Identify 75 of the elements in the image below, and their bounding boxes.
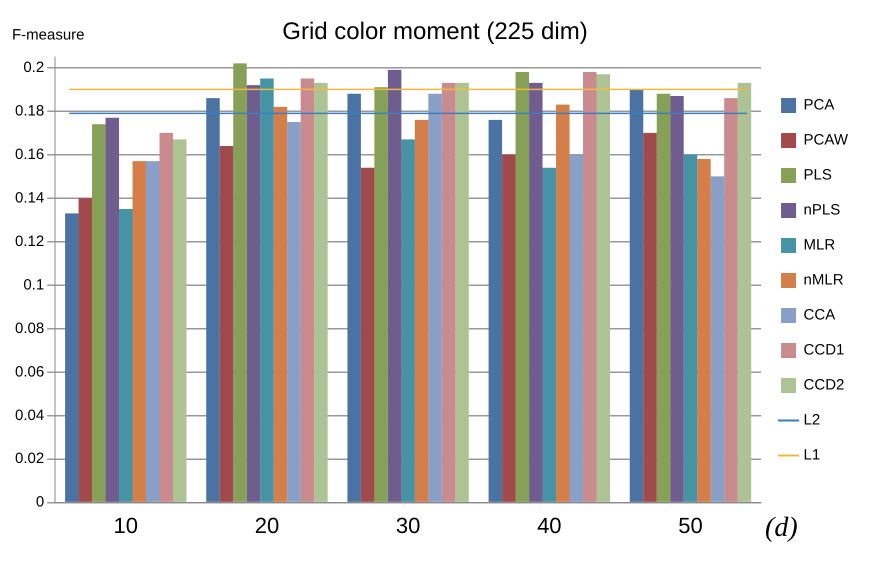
bar (274, 106, 288, 502)
bar (146, 161, 160, 502)
legend-label: nMLR (804, 272, 844, 289)
bar (556, 104, 570, 502)
y-tick-label: 0.04 (14, 406, 44, 424)
y-axis-title: F-measure (12, 26, 85, 44)
bar (300, 78, 314, 502)
bar (596, 74, 610, 502)
y-tick-label: 0.1 (23, 276, 44, 294)
bar (119, 209, 133, 502)
x-axis-title: (d) (765, 512, 798, 543)
bar (388, 70, 402, 502)
legend-label: PCA (804, 96, 834, 114)
y-tick-label: 0.06 (14, 363, 44, 380)
bar (710, 176, 724, 502)
bar (516, 72, 530, 502)
bar (106, 118, 120, 502)
bar (246, 85, 260, 502)
y-tick-label: 0.16 (14, 146, 44, 163)
bar (374, 87, 388, 502)
bar (172, 139, 186, 502)
bar (442, 82, 456, 502)
legend-label: PLS (804, 166, 832, 184)
bar (260, 78, 274, 502)
x-tick-label: 10 (114, 512, 138, 538)
bar (287, 122, 301, 502)
bar (583, 72, 597, 502)
bar (542, 168, 556, 502)
legend-label: CCD2 (804, 376, 844, 394)
bar (724, 98, 738, 502)
bar (529, 82, 543, 502)
chart-title: Grid color moment (225 dim) (282, 18, 588, 46)
y-tick-label: 0.14 (14, 189, 44, 206)
bar (65, 213, 79, 502)
bar (78, 198, 92, 502)
legend-label: L1 (804, 446, 820, 464)
bar (401, 139, 415, 502)
bar (160, 132, 173, 502)
bar (630, 89, 644, 502)
bar (92, 124, 106, 502)
bar (233, 63, 247, 502)
bar (455, 82, 469, 502)
x-tick-label: 30 (396, 512, 420, 538)
y-tick-label: 0.2 (23, 58, 44, 76)
legend-label: CCA (804, 306, 836, 324)
bar (314, 82, 328, 502)
bar (738, 82, 752, 502)
legend-label: CCD1 (804, 342, 844, 359)
bar (428, 94, 442, 502)
bar (697, 159, 711, 502)
bar (502, 154, 516, 502)
bar (684, 154, 698, 502)
bar (347, 94, 361, 502)
bar (206, 98, 220, 502)
y-tick-label: 0 (36, 494, 44, 511)
bar (488, 120, 502, 502)
bar (360, 168, 374, 502)
x-tick-label: 40 (537, 512, 562, 538)
y-tick-label: 0.18 (14, 102, 44, 120)
y-tick-label: 0.08 (14, 320, 44, 337)
legend-label: nPLS (804, 202, 840, 219)
legend-label: MLR (804, 236, 836, 254)
legend-label: PCAW (804, 132, 849, 149)
y-tick-label: 0.02 (14, 450, 44, 468)
bar (670, 96, 684, 502)
x-tick-label: 20 (254, 512, 280, 538)
bar (643, 132, 657, 502)
legend-label: L2 (804, 412, 820, 429)
bar (656, 94, 670, 502)
y-tick-label: 0.12 (14, 232, 44, 250)
bar (570, 154, 584, 502)
bar (220, 146, 234, 502)
x-tick-label: 50 (678, 512, 703, 538)
bar (414, 120, 428, 502)
bar (132, 161, 146, 502)
